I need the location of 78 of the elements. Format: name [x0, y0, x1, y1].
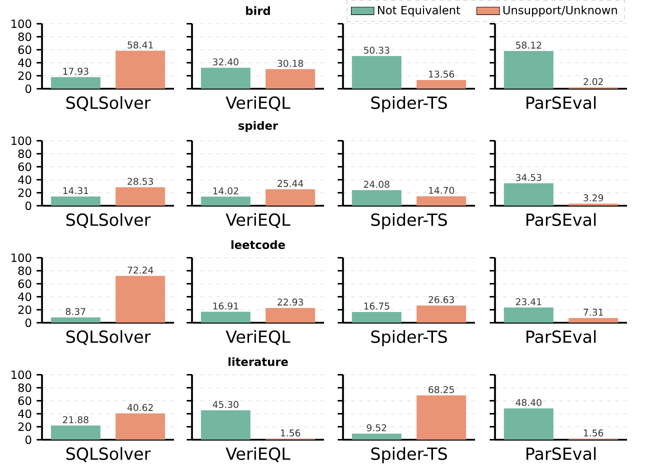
data-label: 24.08	[364, 180, 390, 188]
data-label: 1.56	[280, 430, 300, 437]
y-tick-label: 20	[18, 188, 32, 198]
data-label: 14.02	[213, 187, 238, 195]
x-tick-label: VeriEQL	[226, 96, 290, 112]
y-tick-label: 0	[26, 202, 32, 210]
data-label: 40.62	[127, 404, 153, 412]
x-tick-label: SQLSolver	[66, 447, 151, 462]
y-tick-label: 60	[18, 396, 32, 406]
y-tick-label: 100	[12, 370, 32, 380]
y-tick-label: 100	[12, 254, 32, 262]
data-label: 17.93	[63, 68, 88, 75]
x-tick-label: Spider-TS	[371, 96, 447, 112]
data-label: 14.31	[63, 187, 88, 194]
data-label: 25.44	[278, 180, 304, 188]
x-tick-label: Spider-TS	[371, 447, 447, 464]
data-label: 2.02	[584, 78, 603, 86]
data-label: 3.29	[584, 194, 604, 202]
x-tick-label: ParSEval	[526, 96, 596, 110]
legend-label: Not Equivalent	[378, 6, 460, 17]
y-tick-label: 60	[18, 162, 32, 172]
data-label: 14.70	[429, 187, 454, 194]
data-label: 16.75	[364, 302, 390, 310]
y-tick-label: 60	[18, 46, 32, 54]
data-label: 34.53	[516, 174, 542, 182]
x-tick-label: SQLSolver	[66, 96, 151, 112]
x-tick-label: VeriEQL	[226, 447, 290, 462]
x-tick-label: ParSEval	[526, 330, 596, 344]
y-tick-label: 80	[18, 266, 32, 276]
x-tick-label: Spider-TS	[371, 213, 447, 230]
x-tick-label: Spider-TS	[371, 330, 447, 346]
y-tick-label: 20	[18, 306, 32, 314]
y-tick-label: 40	[18, 410, 32, 418]
y-tick-label: 60	[18, 280, 32, 288]
y-tick-label: 40	[18, 176, 32, 184]
data-label: 21.88	[62, 416, 88, 424]
data-label: 32.40	[213, 58, 238, 66]
data-label: 58.41	[128, 42, 153, 49]
y-tick-label: 100	[12, 20, 32, 28]
y-tick-label: 0	[26, 84, 32, 94]
x-tick-label: ParSEval	[526, 447, 596, 460]
data-label: 22.93	[278, 298, 303, 306]
x-tick-label: SQLSolver	[66, 330, 151, 346]
data-label: 68.25	[428, 386, 454, 394]
y-tick-label: 80	[18, 384, 32, 392]
x-tick-label: VeriEQL	[226, 330, 290, 346]
data-label: 23.41	[516, 298, 542, 306]
y-tick-label: 20	[18, 422, 32, 432]
data-label: 1.56	[584, 430, 604, 437]
data-label: 16.91	[213, 302, 238, 310]
chart-title: bird	[246, 6, 270, 16]
data-label: 50.33	[364, 46, 390, 54]
chart-title: leetcode	[231, 240, 285, 250]
legend-label: Unsupport/Unknown	[503, 6, 617, 17]
data-label: 58.12	[516, 42, 542, 49]
data-label: 7.31	[584, 308, 603, 316]
y-tick-label: 80	[18, 32, 32, 42]
data-label: 30.18	[278, 60, 304, 67]
chart-title: spider	[238, 121, 278, 132]
y-tick-label: 100	[12, 136, 32, 146]
x-tick-label: VeriEQL	[226, 213, 290, 228]
chart-title: literature	[228, 357, 288, 366]
data-label: 45.30	[212, 401, 238, 408]
data-label: 28.53	[128, 178, 153, 186]
y-tick-label: 20	[18, 72, 32, 80]
x-tick-label: ParSEval	[526, 213, 596, 226]
y-tick-label: 80	[18, 150, 32, 158]
y-tick-label: 40	[18, 292, 32, 302]
y-tick-label: 0	[26, 436, 32, 444]
y-tick-label: 0	[26, 318, 32, 328]
x-tick-label: SQLSolver	[66, 213, 151, 228]
data-label: 72.24	[128, 266, 154, 274]
data-label: 48.40	[516, 399, 542, 406]
data-label: 8.37	[66, 308, 86, 316]
y-tick-label: 40	[18, 58, 32, 68]
data-label: 26.63	[428, 296, 454, 304]
data-label: 13.56	[429, 70, 454, 78]
data-label: 9.52	[366, 424, 386, 432]
